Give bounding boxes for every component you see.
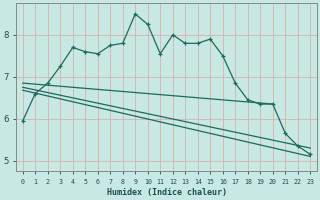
- X-axis label: Humidex (Indice chaleur): Humidex (Indice chaleur): [107, 188, 227, 197]
